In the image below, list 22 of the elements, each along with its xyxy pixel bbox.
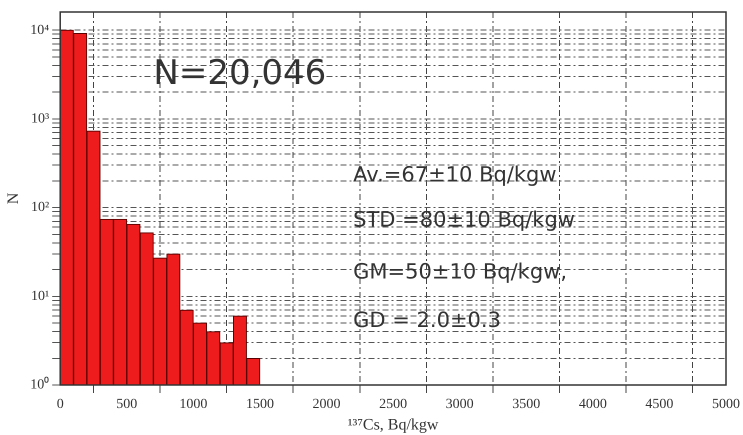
annotation: GM=50±10 Bq/kgw, bbox=[353, 260, 568, 284]
y-tick-label: 10¹ bbox=[30, 288, 50, 304]
annotation: N=20,046 bbox=[153, 53, 326, 94]
y-tick-label: 10⁴ bbox=[30, 22, 50, 38]
annotation: Av.=67±10 Bq/kgw bbox=[353, 162, 557, 187]
x-axis-title: ¹³⁷Cs, Bq/kgw bbox=[348, 416, 439, 434]
x-tick-label: 2500 bbox=[379, 397, 408, 412]
x-tick-label: 5000 bbox=[712, 397, 740, 412]
x-tick-label: 3000 bbox=[446, 397, 474, 412]
y-axis-title: N bbox=[4, 192, 22, 204]
annotation: GD = 2.0±0.3 bbox=[353, 308, 501, 332]
x-tick-label: 500 bbox=[116, 397, 138, 412]
y-tick-label: 10⁰ bbox=[30, 376, 50, 393]
y-tick-label: 10³ bbox=[30, 112, 50, 127]
x-tick-label: 0 bbox=[56, 397, 64, 412]
x-tick-label: 1000 bbox=[179, 397, 208, 412]
y-tick-label: 10² bbox=[30, 200, 50, 216]
x-tick-label: 3500 bbox=[512, 397, 540, 412]
x-tick-label: 4500 bbox=[645, 397, 674, 412]
x-tick-label: 1500 bbox=[246, 397, 274, 412]
x-tick-label: 4000 bbox=[578, 397, 607, 412]
x-tick-label: 2000 bbox=[312, 397, 341, 412]
